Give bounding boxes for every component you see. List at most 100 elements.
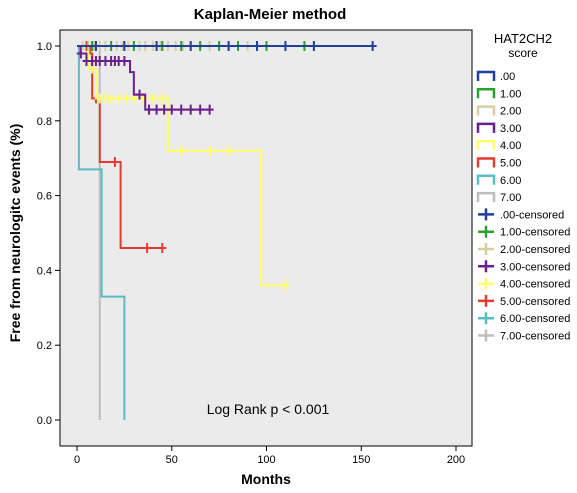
y-tick-label: 0.0 [37, 415, 52, 427]
censor-mark [107, 93, 116, 104]
legend-item: 4.00 [476, 139, 521, 152]
legend-label: 5.00-censored [500, 296, 570, 308]
legend-item: 3.00 [476, 122, 521, 135]
legend-label: 4.00-censored [500, 279, 570, 291]
censor-mark [110, 156, 119, 167]
series-6 [77, 45, 126, 420]
x-axis-label: Months [241, 471, 291, 487]
y-tick-label: 1.0 [37, 41, 52, 53]
legend-swatch-cross [478, 329, 494, 342]
legend-swatch-cross [478, 225, 494, 238]
legend-label: 2.00-censored [500, 244, 570, 256]
censor-mark [186, 41, 195, 51]
legend-label: 6.00 [500, 175, 521, 187]
y-tick-label: 0.4 [37, 265, 52, 277]
legend-label: 1.00-censored [500, 227, 570, 239]
x-tick-label: 200 [447, 454, 465, 466]
censor-mark [152, 41, 161, 51]
censor-mark [91, 41, 100, 51]
censor-mark [114, 93, 123, 104]
censor-mark [177, 145, 186, 156]
legend-item: 1.00-censored [478, 225, 570, 239]
legend-item: 2.00-censored [478, 243, 570, 256]
legend-swatch-cross [478, 312, 494, 325]
censor-mark [281, 41, 290, 51]
legend-label: 3.00 [500, 123, 521, 135]
legend-swatch-cross [478, 294, 494, 307]
y-tick-label: 0.6 [37, 191, 52, 203]
censor-mark [253, 41, 262, 51]
legend-swatch-line [476, 157, 496, 168]
legend-label: 2.00 [500, 106, 521, 118]
x-tick-label: 50 [166, 454, 178, 466]
legend-item: 1.00 [476, 88, 521, 100]
legend-item: 7.00 [476, 191, 521, 204]
censor-mark [186, 104, 195, 115]
legend-item: 6.00 [476, 174, 521, 187]
censor-mark [205, 145, 214, 156]
censor-mark [148, 93, 157, 104]
censor-mark [143, 242, 152, 253]
censor-mark [224, 41, 233, 51]
chart-title: Kaplan-Meier method [194, 6, 347, 23]
legend-label: .00 [500, 71, 515, 83]
censor-mark [177, 104, 186, 115]
series-0 [77, 41, 377, 51]
legend-swatch-line [476, 70, 496, 81]
legend-item: 5.00 [476, 157, 521, 170]
x-tick-label: 0 [74, 454, 80, 466]
censor-mark [158, 242, 167, 253]
censor-mark [120, 41, 129, 51]
censor-mark [152, 104, 161, 115]
legend-label: 5.00 [500, 158, 521, 170]
legend-title-line1: HAT2CH2 [494, 31, 552, 46]
censor-mark [145, 104, 154, 115]
censor-mark [135, 89, 144, 100]
legend-item: 7.00-censored [478, 329, 570, 343]
legend-label: 6.00-censored [500, 313, 570, 325]
censor-mark [205, 104, 214, 115]
legend-item: .00-censored [478, 208, 564, 221]
legend-swatch-line [476, 105, 496, 116]
legend-swatch-line [476, 88, 496, 99]
censor-mark [196, 104, 205, 115]
legend-swatch-cross [478, 260, 494, 273]
legend-label: 4.00 [500, 140, 521, 152]
censor-mark [224, 145, 233, 156]
censor-mark [76, 48, 85, 59]
x-tick-label: 150 [352, 454, 370, 466]
legend-swatch-line [476, 191, 496, 203]
legend-swatch-line [476, 139, 496, 151]
legend-item: 3.00-censored [478, 260, 570, 273]
censor-mark [160, 104, 169, 115]
y-axis-label: Free from neurologitc events (%) [7, 124, 23, 343]
series-4 [77, 45, 290, 291]
legend-label: 1.00 [500, 88, 521, 100]
censor-mark [158, 93, 167, 104]
legend-swatch-cross [478, 277, 494, 290]
censor-mark [120, 55, 129, 66]
km-curve [77, 45, 126, 420]
censor-mark [281, 280, 290, 291]
y-tick-label: 0.8 [37, 116, 52, 128]
legend-swatch-line [476, 174, 496, 185]
logrank-annotation: Log Rank p < 0.001 [207, 401, 330, 417]
censor-mark [122, 93, 131, 104]
legend-swatch-line [476, 122, 496, 133]
censor-mark [167, 104, 176, 115]
legend: .00 1.00 2.00 3.00 4.00 5.00 6.00 7.00 .00-censo… [476, 70, 570, 343]
legend-item: .00 [476, 70, 515, 83]
y-tick-label: 0.2 [37, 340, 52, 352]
plot-area [59, 29, 473, 447]
legend-label: 3.00-censored [500, 261, 570, 273]
x-tick-label: 100 [257, 454, 275, 466]
legend-item: 2.00 [476, 105, 521, 118]
km-curve [77, 45, 286, 287]
legend-label: .00-censored [500, 209, 564, 221]
legend-item: 6.00-censored [478, 312, 570, 325]
series-3 [76, 45, 214, 115]
legend-title-line2: score [508, 46, 538, 60]
legend-swatch-cross [478, 243, 494, 255]
